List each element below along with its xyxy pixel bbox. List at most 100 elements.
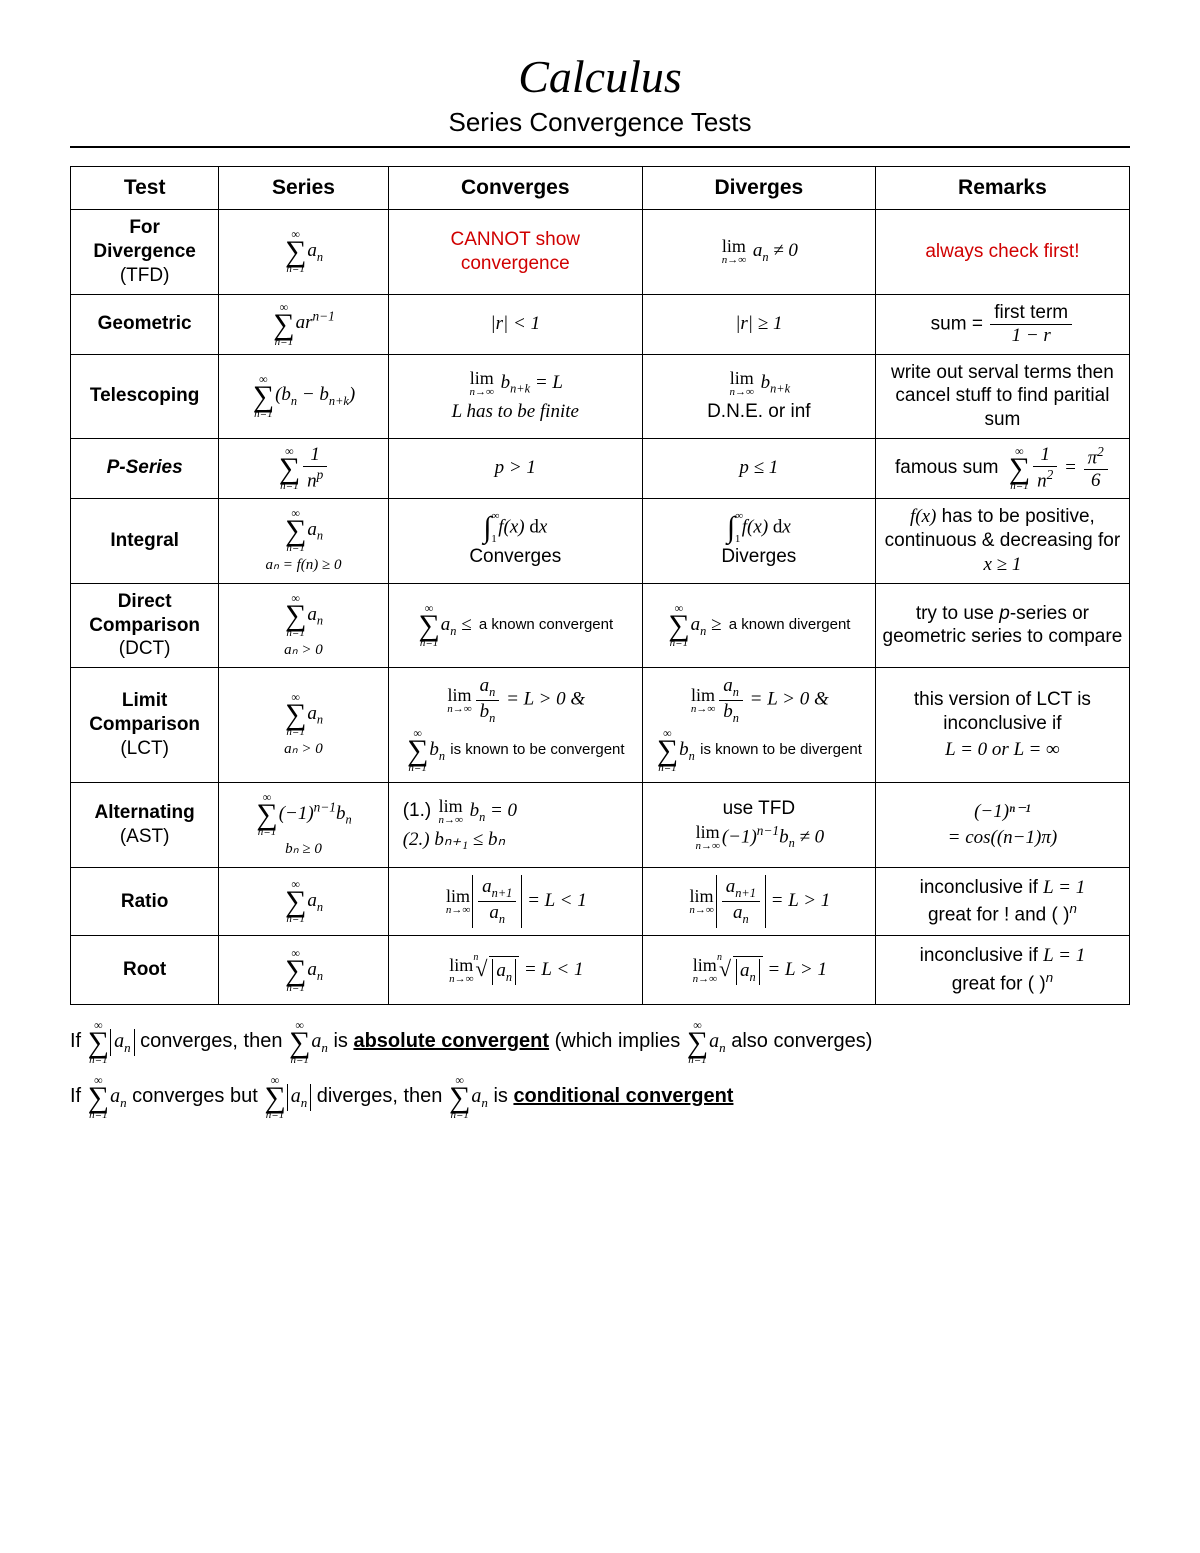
ast-name-text: Alternating [77, 801, 212, 825]
ratio-remark: inconclusive if L = 1 great for ! and ( … [875, 867, 1129, 936]
cond-t3: diverges, then [317, 1085, 448, 1107]
p-remark: famous sum ∞∑n=11n2 = π26 [875, 438, 1129, 498]
col-rem: Remarks [875, 167, 1129, 210]
geo-series: ∞∑n=1arn−1 [219, 294, 388, 354]
geo-sum-lhs: sum = [931, 313, 983, 334]
cond-term: conditional convergent [513, 1085, 733, 1107]
int-conv: ∫∞1 f(x) dx Converges [388, 498, 642, 583]
note-conditional: If ∞∑n=1an converges but ∞∑n=1an diverge… [70, 1074, 1130, 1121]
tfd-series: ∞∑n=1an [219, 210, 388, 294]
abs-t1: If [70, 1030, 87, 1052]
int-remark: f(x) has to be positive, continuous & de… [875, 498, 1129, 583]
row-ast: Alternating (AST) ∞∑n=1(−1)n−1bn bₙ ≥ 0 … [71, 782, 1130, 867]
geo-name: Geometric [71, 294, 219, 354]
ast-remark-2: = cos((n−1)π) [882, 826, 1123, 850]
tfd-remark: always check first! [875, 210, 1129, 294]
abs-t2: converges, then [140, 1030, 288, 1052]
abs-term: absolute convergent [353, 1030, 549, 1052]
cond-t1: If [70, 1085, 87, 1107]
int-conv-note: Converges [395, 545, 636, 569]
geo-conv: |r| < 1 [388, 294, 642, 354]
int-series: ∞∑n=1an aₙ = f(n) ≥ 0 [219, 498, 388, 583]
dct-series-cond: aₙ > 0 [225, 641, 381, 660]
row-lct: Limit Comparison (LCT) ∞∑n=1an aₙ > 0 li… [71, 668, 1130, 783]
int-div-note: Diverges [649, 545, 869, 569]
tele-conv: limn→∞ bn+k = L L has to be finite [388, 354, 642, 438]
dct-name: Direct Comparison (DCT) [71, 583, 219, 668]
ratio-series: ∞∑n=1an [219, 867, 388, 936]
abs-t5: also converges) [731, 1030, 872, 1052]
footer-notes: If ∞∑n=1an converges, then ∞∑n=1an is ab… [70, 1019, 1130, 1121]
abs-t4: (which implies [555, 1030, 686, 1052]
p-div: p ≤ 1 [642, 438, 875, 498]
lct-remark-1: this version of LCT is inconclusive if [882, 688, 1123, 736]
lct-div-note: is known to be divergent [700, 741, 862, 758]
tfd-div-rel: ≠ 0 [773, 240, 798, 261]
col-conv: Converges [388, 167, 642, 210]
lct-remark: this version of LCT is inconclusive if L… [875, 668, 1129, 783]
dct-conv: ∞∑n=1an ≤ a known convergent [388, 583, 642, 668]
int-series-cond: aₙ = f(n) ≥ 0 [225, 556, 381, 575]
dct-series: ∞∑n=1an aₙ > 0 [219, 583, 388, 668]
ast-conv1-rel: = 0 [490, 800, 517, 821]
row-root: Root ∞∑n=1an limn→∞nan = L < 1 limn→∞nan… [71, 936, 1130, 1005]
row-telescoping: Telescoping ∞∑n=1(bn − bn+k) limn→∞ bn+k… [71, 354, 1130, 438]
tele-conv-note: L has to be finite [395, 400, 636, 424]
ast-abbr: (AST) [77, 825, 212, 849]
ast-name: Alternating (AST) [71, 782, 219, 867]
ast-conv2: (2.) bₙ₊₁ ≤ bₙ [403, 828, 636, 852]
root-div: limn→∞nan = L > 1 [642, 936, 875, 1005]
lct-conv-rel: = L > 0 & [506, 689, 585, 710]
geo-remark: sum = first term1 − r [875, 294, 1129, 354]
tfd-conv: CANNOT show convergence [388, 210, 642, 294]
root-conv-rel: = L < 1 [524, 959, 584, 980]
ast-conv1-label: (1.) [403, 800, 432, 821]
col-series: Series [219, 167, 388, 210]
geo-sum-num: first term [990, 303, 1072, 325]
page-title: Calculus [70, 50, 1130, 103]
p-6: 6 [1084, 470, 1108, 491]
row-integral: Integral ∞∑n=1an aₙ = f(n) ≥ 0 ∫∞1 f(x) … [71, 498, 1130, 583]
ast-series-cond: bₙ ≥ 0 [225, 840, 381, 859]
ast-conv: (1.) limn→∞ bn = 0 (2.) bₙ₊₁ ≤ bₙ [388, 782, 642, 867]
ast-div-note: use TFD [649, 797, 869, 821]
lct-series: ∞∑n=1an aₙ > 0 [219, 668, 388, 783]
ast-remark-1: (−1)ⁿ⁻¹ [882, 800, 1123, 824]
dct-conv-note: a known convergent [479, 616, 613, 633]
tele-remark: write out serval terms then cancel stuff… [875, 354, 1129, 438]
abs-t3: is [333, 1030, 353, 1052]
p-remark-label: famous sum [895, 457, 998, 479]
page-subtitle: Series Convergence Tests [70, 107, 1130, 138]
dct-abbr: (DCT) [77, 637, 212, 661]
tfd-abbr: (TFD) [77, 264, 212, 288]
p-name: P-Series [71, 438, 219, 498]
col-div: Diverges [642, 167, 875, 210]
ratio-div-rel: = L > 1 [771, 890, 831, 911]
row-pseries: P-Series ∞∑n=11np p > 1 p ≤ 1 famous sum… [71, 438, 1130, 498]
tele-div: limn→∞ bn+k D.N.E. or inf [642, 354, 875, 438]
root-remark: inconclusive if L = 1 great for ( )n [875, 936, 1129, 1005]
ratio-div: limn→∞an+1an = L > 1 [642, 867, 875, 936]
row-ratio: Ratio ∞∑n=1an limn→∞an+1an = L < 1 limn→… [71, 867, 1130, 936]
row-dct: Direct Comparison (DCT) ∞∑n=1an aₙ > 0 ∞… [71, 583, 1130, 668]
lct-div: limn→∞anbn = L > 0 & ∞∑n=1bn is known to… [642, 668, 875, 783]
tele-div-note: D.N.E. or inf [649, 400, 869, 424]
tele-series: ∞∑n=1(bn − bn+k) [219, 354, 388, 438]
tele-conv-rel: = L [535, 372, 563, 393]
row-geometric: Geometric ∞∑n=1arn−1 |r| < 1 |r| ≥ 1 sum… [71, 294, 1130, 354]
cond-t4: is [493, 1085, 513, 1107]
tfd-name-text: For Divergence [77, 216, 212, 264]
root-series: ∞∑n=1an [219, 936, 388, 1005]
p-series: ∞∑n=11np [219, 438, 388, 498]
ast-div-rel: ≠ 0 [800, 826, 825, 847]
dct-div: ∞∑n=1an ≥ a known divergent [642, 583, 875, 668]
ast-div: use TFD limn→∞(−1)n−1bn ≠ 0 [642, 782, 875, 867]
dct-conv-rel: ≤ [461, 614, 471, 635]
lct-remark-2: L = 0 or L = ∞ [882, 738, 1123, 762]
lct-name-text: Limit Comparison [77, 689, 212, 737]
ratio-name: Ratio [71, 867, 219, 936]
row-tfd: For Divergence (TFD) ∞∑n=1an CANNOT show… [71, 210, 1130, 294]
dct-div-note: a known divergent [729, 616, 851, 633]
int-name: Integral [71, 498, 219, 583]
p-conv: p > 1 [388, 438, 642, 498]
